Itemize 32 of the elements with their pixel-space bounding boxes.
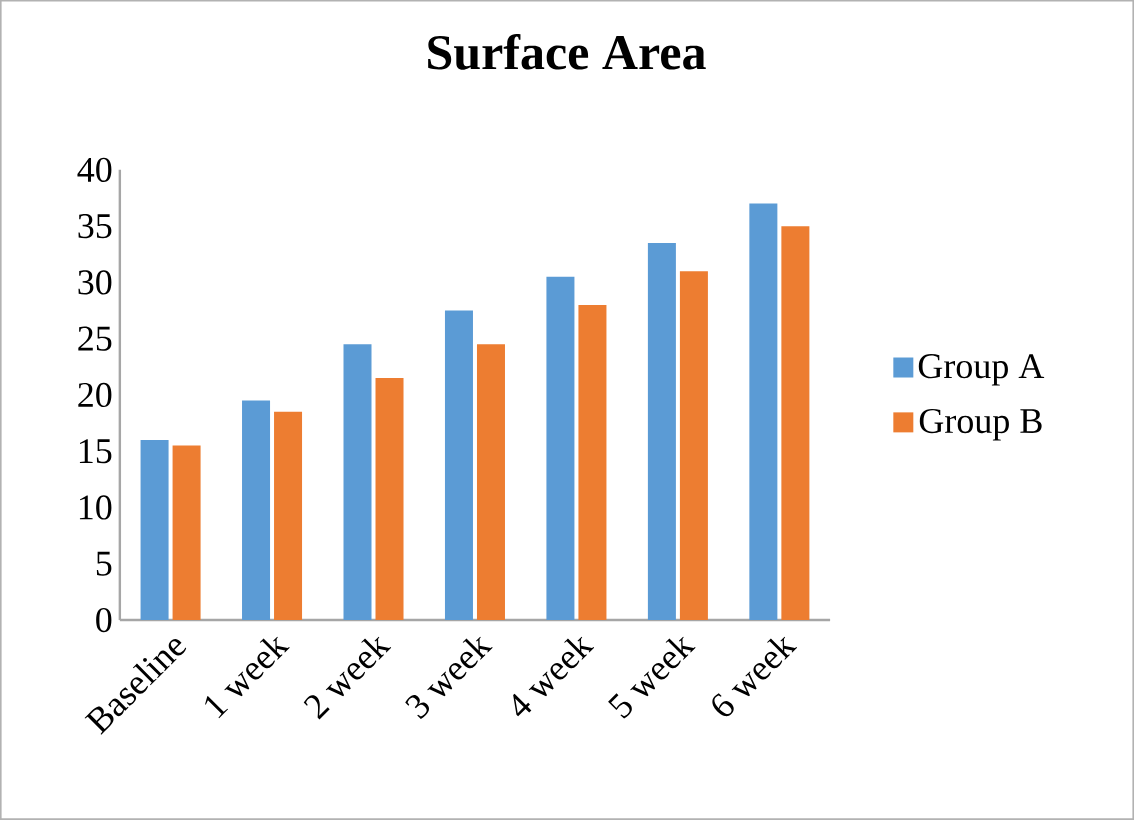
y-tick-label: 30: [78, 270, 112, 295]
bar: [647, 243, 676, 621]
y-tick-label: 0: [96, 607, 112, 633]
y-tick-label: 15: [79, 439, 112, 464]
chart-title: Surface Area: [428, 33, 706, 70]
y-tick-label: 25: [78, 326, 112, 351]
y-tick-label: 10: [79, 495, 112, 520]
bar: [343, 344, 372, 621]
y-tick-label: 40: [77, 157, 112, 183]
x-tick-label: 2 week: [303, 636, 392, 720]
legend-label: Group A: [918, 354, 1045, 386]
bar: [274, 411, 303, 621]
bar: [140, 440, 169, 621]
x-tick-label: 5 week: [608, 636, 696, 719]
bar: [781, 226, 810, 621]
bar: [679, 271, 708, 621]
x-tick-label: 4 week: [513, 636, 595, 717]
y-tick-label: 5: [96, 551, 112, 576]
legend-label: Group B: [919, 408, 1042, 441]
bar: [172, 445, 201, 621]
x-tick-label: 3 week: [405, 636, 493, 719]
bar: [749, 203, 778, 621]
bar: [375, 378, 404, 621]
x-tick-label: 1 week: [205, 636, 290, 719]
bar: [578, 304, 607, 621]
bar: [546, 276, 575, 621]
y-tick-label: 20: [78, 382, 112, 408]
bar: [242, 400, 271, 621]
y-tick-label: 35: [78, 214, 112, 239]
bar: [444, 310, 473, 621]
bar: [476, 344, 505, 621]
x-tick-label: 6 week: [712, 636, 798, 717]
